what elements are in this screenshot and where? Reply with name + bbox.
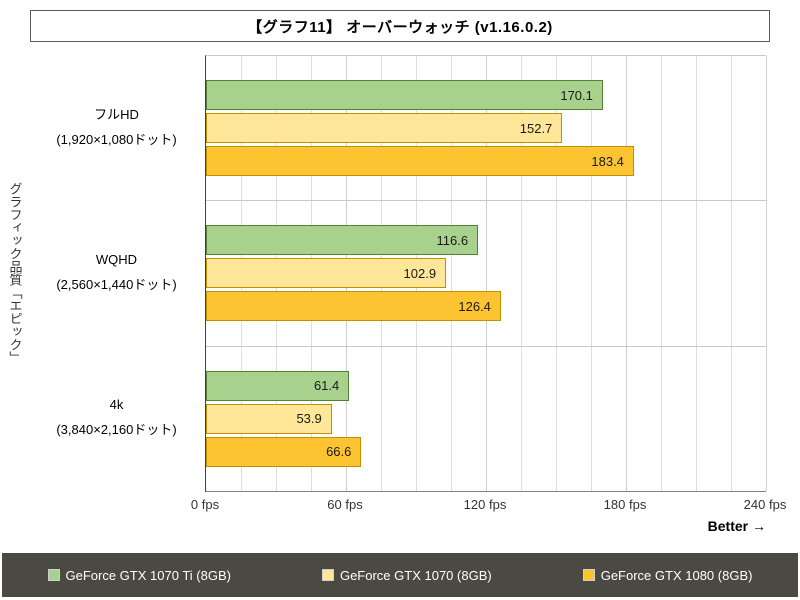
- plot-area: 170.1 152.7 183.4 116.6 102.9 126.4 61.4 53.9 66…: [205, 55, 767, 492]
- gridline: [591, 56, 592, 491]
- bar: 183.4: [206, 146, 634, 177]
- bar-value-label: 183.4: [591, 153, 624, 169]
- category-name: フルHD: [94, 106, 139, 122]
- category-label: WQHD (2,560×1,440ドット): [28, 200, 205, 345]
- gridline: [556, 56, 557, 491]
- better-direction-label: Better →: [707, 518, 766, 534]
- legend-label: GeForce GTX 1080 (8GB): [600, 567, 753, 583]
- category-name: 4k: [109, 396, 124, 412]
- bar-group: 116.6 102.9 126.4: [206, 201, 766, 347]
- bar-value-label: 61.4: [313, 378, 340, 394]
- chart-title: 【グラフ11】 オーバーウォッチ (v1.16.0.2): [30, 10, 770, 42]
- category-label: 4k (3,840×2,160ドット): [28, 345, 205, 490]
- category-labels-column: フルHD (1,920×1,080ドット) WQHD (2,560×1,440ドット)…: [28, 55, 205, 490]
- gridline: [661, 56, 662, 491]
- x-axis-tick-labels: 0 fps 60 fps 120 fps 180 fps 240 fps: [191, 497, 786, 515]
- bar: 61.4: [206, 370, 350, 401]
- category-label: フルHD (1,920×1,080ドット): [28, 55, 205, 200]
- x-tick-label: 60 fps: [327, 497, 363, 512]
- category-name: WQHD: [95, 251, 138, 267]
- bar-value-label: 53.9: [296, 411, 322, 427]
- category-resolution: (2,560×1,440ドット): [56, 276, 177, 292]
- bar-value-label: 102.9: [403, 265, 437, 281]
- bar: 126.4: [206, 291, 501, 322]
- bar: 170.1: [206, 80, 603, 111]
- bar-value-label: 152.7: [519, 120, 553, 136]
- legend: GeForce GTX 1070 Ti (8GB) GeForce GTX 107…: [2, 553, 798, 597]
- bar-value-label: 66.6: [326, 444, 352, 460]
- category-resolution: (3,840×2,160ドット): [56, 421, 177, 437]
- x-tick-label: 240 fps: [743, 497, 787, 512]
- bar: 116.6: [206, 225, 479, 256]
- gridline: [731, 56, 732, 491]
- legend-item: GeForce GTX 1070 Ti (8GB): [47, 567, 231, 583]
- legend-label: GeForce GTX 1070 Ti (8GB): [65, 567, 231, 583]
- bar: 102.9: [206, 258, 447, 289]
- gridline: [696, 56, 697, 491]
- bar-value-label: 126.4: [458, 298, 491, 314]
- gridline: [521, 56, 522, 491]
- legend-swatch: [321, 569, 334, 581]
- bar-value-label: 116.6: [436, 232, 469, 248]
- category-resolution: (1,920×1,080ドット): [56, 131, 177, 147]
- gridline: [451, 56, 452, 491]
- gridline: [486, 56, 487, 491]
- bar-value-label: 170.1: [560, 87, 593, 103]
- legend-item: GeForce GTX 1070 (8GB): [321, 567, 492, 583]
- bar-group: 61.4 53.9 66.6: [206, 347, 766, 491]
- x-tick-label: 180 fps: [603, 497, 647, 512]
- x-tick-label: 0 fps: [190, 497, 220, 512]
- bar: 53.9: [206, 403, 332, 434]
- legend-label: GeForce GTX 1070 (8GB): [339, 567, 492, 583]
- legend-item: GeForce GTX 1080 (8GB): [582, 567, 753, 583]
- bar: 66.6: [206, 436, 362, 467]
- legend-swatch: [582, 569, 595, 581]
- y-axis-label: グラフィック品質「エピック」: [7, 181, 23, 364]
- gridline: [626, 56, 627, 491]
- gridline: [766, 56, 767, 491]
- legend-swatch: [47, 569, 60, 581]
- x-tick-label: 120 fps: [463, 497, 507, 512]
- bar-group: 170.1 152.7 183.4: [206, 56, 766, 202]
- bar: 152.7: [206, 113, 563, 144]
